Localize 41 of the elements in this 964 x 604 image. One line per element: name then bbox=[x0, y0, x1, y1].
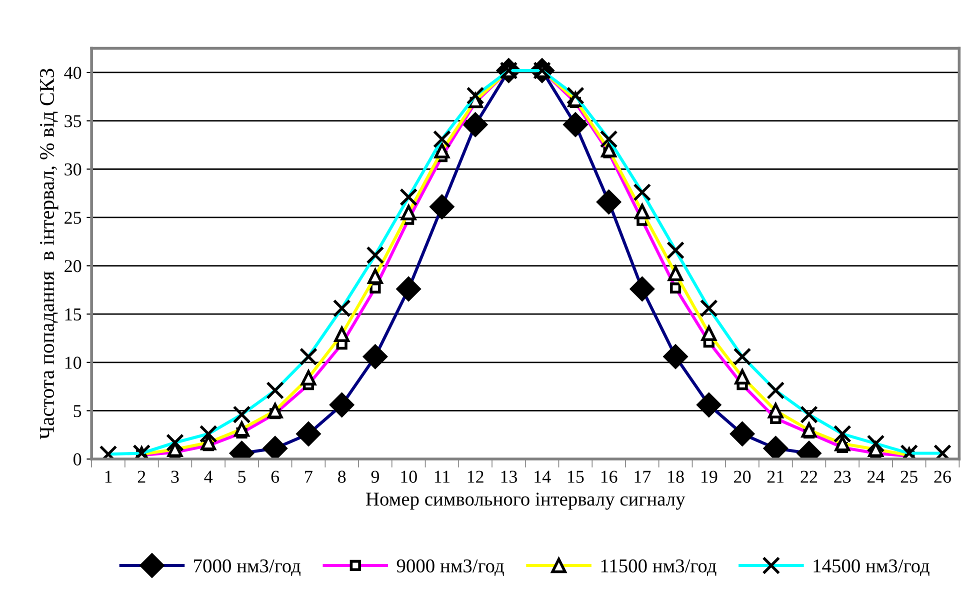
x-tick-label: 21 bbox=[767, 470, 784, 483]
x-tick-label: 23 bbox=[834, 470, 851, 483]
x-tick-label: 17 bbox=[634, 470, 651, 483]
legend-label: 7000 нм3/год bbox=[194, 559, 301, 576]
x-tick-label: 2 bbox=[138, 470, 146, 483]
x-tick-label: 6 bbox=[271, 470, 280, 483]
y-tick-label: 30 bbox=[64, 163, 82, 176]
y-tick-label: 0 bbox=[74, 453, 82, 466]
x-tick-label: 25 bbox=[900, 470, 918, 483]
x-tick-label: 10 bbox=[401, 470, 417, 483]
x-tick-label: 22 bbox=[800, 470, 818, 483]
x-axis-title: Номер символьного інтервалу сигналу bbox=[366, 492, 686, 510]
y-tick-label: 10 bbox=[65, 356, 82, 369]
legend-label: 14500 нм3/год bbox=[814, 559, 930, 576]
x-tick-label: 16 bbox=[601, 470, 618, 483]
x-tick-label: 26 bbox=[934, 470, 951, 483]
x-tick-label: 9 bbox=[371, 470, 379, 483]
x-tick-label: 18 bbox=[668, 470, 684, 483]
x-tick-label: 11 bbox=[434, 470, 450, 483]
x-tick-label: 13 bbox=[501, 470, 518, 483]
legend-label: 11500 нм3/год bbox=[601, 559, 716, 576]
x-tick-label: 15 bbox=[568, 470, 584, 483]
x-tick-label: 4 bbox=[204, 470, 213, 483]
y-tick-label: 20 bbox=[64, 260, 82, 272]
x-tick-label: 5 bbox=[238, 470, 246, 483]
x-tick-label: 24 bbox=[868, 470, 885, 483]
y-tick-label: 40 bbox=[64, 66, 82, 79]
x-tick-label: 8 bbox=[338, 470, 346, 483]
y-tick-label: 15 bbox=[65, 308, 82, 321]
y-tick-label: 25 bbox=[64, 212, 82, 224]
x-tick-label: 7 bbox=[305, 470, 312, 483]
legend-label: 9000 нм3/год bbox=[396, 559, 504, 576]
y-tick-label: 35 bbox=[64, 115, 82, 128]
y-tick-label: 5 bbox=[74, 405, 82, 418]
y-axis-title: Частота попадання в інтервал, % від СКЗ bbox=[40, 68, 58, 440]
x-tick-label: 12 bbox=[468, 470, 484, 483]
x-tick-label: 14 bbox=[534, 470, 551, 483]
x-tick-label: 20 bbox=[734, 470, 751, 483]
x-tick-label: 19 bbox=[701, 470, 718, 483]
x-tick-label: 3 bbox=[171, 470, 179, 483]
x-tick-label: 1 bbox=[105, 470, 112, 483]
